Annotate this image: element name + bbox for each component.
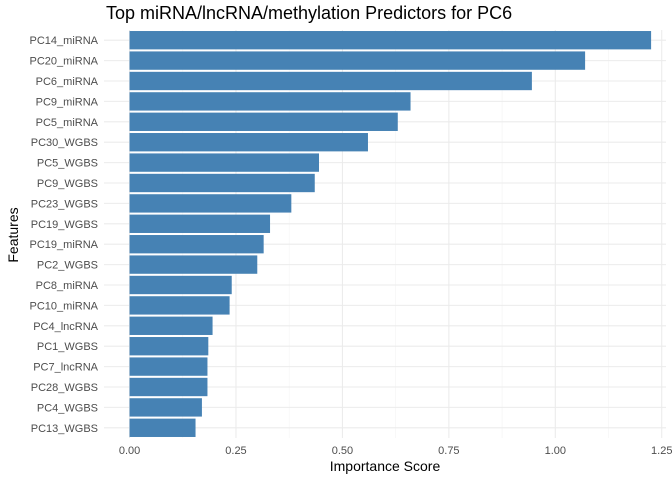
y-tick-label: PC5_WGBS — [37, 158, 98, 170]
y-tick-label: PC4_WGBS — [37, 402, 98, 414]
chart-title: Top miRNA/lncRNA/methylation Predictors … — [106, 3, 512, 23]
x-tick-labels: 0.00 0.25 0.50 0.75 1.00 1.25 — [119, 445, 672, 457]
bar-PC20_miRNA — [129, 51, 586, 70]
bar-PC7_lncRNA — [129, 357, 208, 376]
y-tick-label: PC9_WGBS — [37, 178, 98, 190]
y-tick-label: PC20_miRNA — [30, 56, 99, 68]
y-tick-label: PC7_lncRNA — [33, 362, 98, 374]
y-tick-label: PC5_miRNA — [36, 117, 99, 129]
y-tick-label: PC19_WGBS — [31, 219, 98, 231]
y-tick-label: PC13_WGBS — [31, 423, 98, 435]
y-axis-title: Features — [5, 207, 21, 262]
x-tick-label: 0.00 — [119, 445, 140, 457]
y-tick-label: PC9_miRNA — [36, 96, 99, 108]
y-tick-label: PC19_miRNA — [30, 239, 99, 251]
bars — [129, 31, 652, 437]
y-tick-label: PC4_lncRNA — [33, 321, 98, 333]
x-tick-label: 1.00 — [545, 445, 566, 457]
bar-PC5_WGBS — [129, 153, 320, 172]
bar-PC4_lncRNA — [129, 316, 213, 335]
bar-PC14_miRNA — [129, 31, 652, 50]
bar-PC8_miRNA — [129, 275, 232, 295]
x-tick-label: 0.75 — [438, 445, 459, 457]
y-tick-label: PC1_WGBS — [37, 341, 98, 353]
bar-PC6_miRNA — [129, 71, 532, 91]
x-tick-label: 1.25 — [651, 445, 672, 457]
bar-PC1_WGBS — [129, 337, 209, 356]
y-tick-label: PC23_WGBS — [31, 198, 98, 210]
y-tick-labels: PC14_miRNA PC20_miRNA PC6_miRNA PC9_miRNA PC… — [30, 35, 99, 435]
x-axis-title: Importance Score — [330, 458, 441, 474]
bar-PC4_WGBS — [129, 398, 202, 417]
bar-PC5_miRNA — [129, 112, 398, 131]
y-tick-label: PC8_miRNA — [36, 280, 99, 292]
bar-PC30_WGBS — [129, 133, 368, 152]
y-tick-label: PC2_WGBS — [37, 260, 98, 272]
y-tick-label: PC10_miRNA — [30, 300, 99, 312]
y-tick-label: PC28_WGBS — [31, 382, 98, 394]
bar-PC19_WGBS — [129, 214, 271, 233]
bar-PC23_WGBS — [129, 194, 292, 213]
y-tick-label: PC30_WGBS — [31, 137, 98, 149]
grid-lines — [104, 30, 666, 438]
bar-PC10_miRNA — [129, 296, 230, 315]
bar-PC28_WGBS — [129, 377, 208, 397]
bar-PC9_WGBS — [129, 173, 315, 193]
bar-PC2_WGBS — [129, 255, 258, 274]
bar-PC13_WGBS — [129, 418, 196, 437]
y-tick-label: PC6_miRNA — [36, 76, 99, 88]
bar-PC9_miRNA — [129, 92, 411, 111]
x-tick-label: 0.25 — [225, 445, 246, 457]
x-tick-label: 0.50 — [332, 445, 353, 457]
y-tick-label: PC14_miRNA — [30, 35, 99, 47]
bar-PC19_miRNA — [129, 235, 264, 254]
